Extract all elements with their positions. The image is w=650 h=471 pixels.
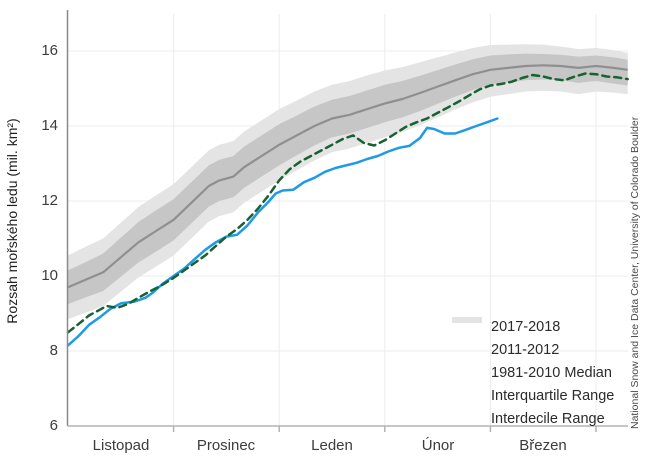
y-tick-10: 10 (41, 267, 58, 284)
legend-swatch-interquartile-band (452, 317, 482, 401)
legend-label: Interdecile Range (491, 410, 605, 427)
y-axis-title: Rozsah mořského ledu (mil. km²) (4, 118, 20, 324)
legend-label: 2011-2012 (491, 341, 560, 358)
legend-item-median[interactable]: 1981-2010 Median (452, 318, 614, 384)
x-label-unor: Únor (421, 437, 455, 454)
legend-label: 2017-2018 (491, 318, 561, 335)
legend-swatch-interdecile-band (452, 317, 482, 424)
y-tick-12: 12 (41, 192, 58, 209)
legend: 2017-2018 2011-2012 1981-2010 Median Int… (452, 315, 614, 430)
y-tick-6: 6 (49, 417, 58, 434)
interdecile-range-band (68, 44, 628, 320)
y-tick-14: 14 (41, 117, 58, 134)
x-label-prosinec: Prosinec (196, 437, 256, 454)
credit-text: National Snow and Ice Data Center, Unive… (629, 116, 641, 429)
legend-swatch-median-line (452, 318, 482, 378)
y-tick-8: 8 (49, 342, 58, 359)
x-label-brezen: Březen (519, 437, 567, 454)
x-label-leden: Leden (311, 437, 353, 454)
legend-swatch-2011-2012-dashed-line (452, 318, 482, 355)
line-2017-2018 (66, 117, 499, 347)
legend-label: 1981-2010 Median (491, 364, 612, 381)
legend-item-interquartile[interactable]: Interquartile Range (452, 317, 615, 407)
legend-item-2011-2012[interactable]: 2011-2012 (452, 318, 614, 361)
legend-label: Interquartile Range (491, 387, 615, 404)
median-1981-2010-line (67, 64, 628, 289)
y-tick-16: 16 (41, 42, 58, 59)
line-2011-2012 (66, 72, 629, 334)
x-label-listopad: Listopad (92, 437, 150, 454)
legend-item-interdecile[interactable]: Interdecile Range (452, 317, 614, 430)
